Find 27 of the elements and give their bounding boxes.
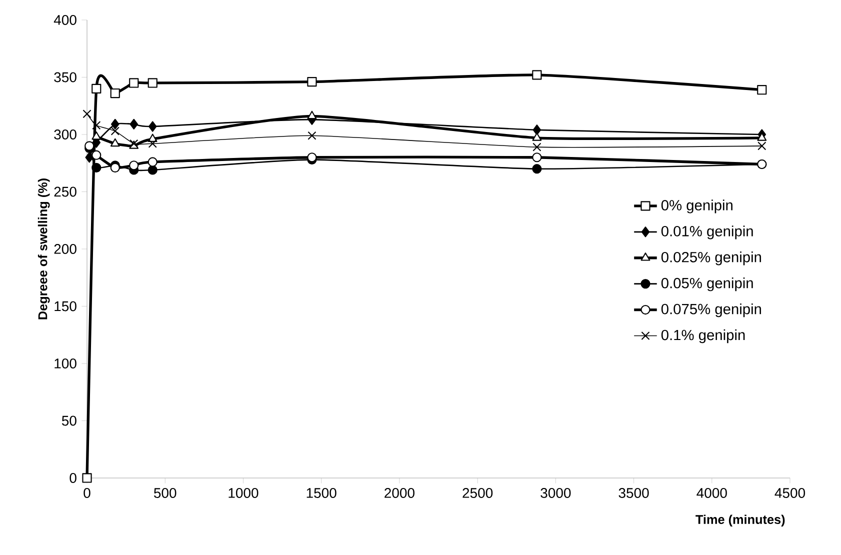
x-tick-label: 4000 [696, 488, 727, 498]
x-tick-label: 500 [154, 488, 176, 498]
legend-label: 0.075% genipin [661, 303, 761, 318]
x-tick-label: 2500 [462, 488, 493, 498]
x-tick-label: 1000 [228, 488, 258, 498]
y-tick-label: 50 [62, 416, 76, 426]
x-tick-label: 0 [84, 488, 90, 498]
x-axis-title: Time (minutes) [696, 514, 785, 527]
x-tick-label: 2000 [384, 488, 414, 498]
y-tick-label: 150 [54, 301, 76, 312]
legend-label: 0.1% genipin [661, 329, 745, 344]
y-tick-label: 100 [54, 358, 76, 368]
y-tick-label: 400 [54, 15, 76, 25]
x-tick-label: 3500 [618, 488, 649, 498]
x-tick-label: 1500 [306, 488, 336, 498]
legend-label: 0.01% genipin [661, 226, 753, 240]
y-tick-label: 350 [54, 72, 76, 82]
x-tick-label: 3000 [540, 488, 571, 498]
y-tick-label: 200 [54, 244, 76, 254]
y-tick-label: 0 [70, 473, 76, 483]
legend-label: 0.025% genipin [661, 252, 761, 266]
y-tick-label: 250 [54, 186, 76, 197]
legend-label: 0% genipin [661, 200, 732, 214]
x-tick-label: 4500 [774, 488, 806, 498]
y-tick-label: 300 [54, 130, 76, 140]
legend-label: 0.05% genipin [661, 278, 753, 292]
y-axis-title: Degreee of swelling (%) [38, 178, 50, 320]
